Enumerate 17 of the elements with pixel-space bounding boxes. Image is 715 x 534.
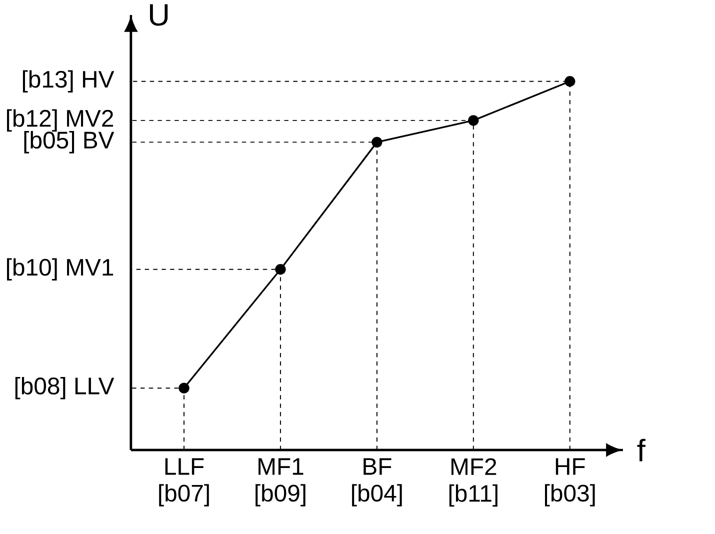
x-tick-label: MF1 [b09] — [256, 458, 306, 506]
text: [b05] BV — [24, 131, 114, 154]
point — [372, 136, 382, 148]
x-tick-label: LLF [b07] — [159, 458, 209, 506]
x-tick-label: HF [b03] — [545, 458, 595, 506]
text: [b10] MV1 — [7, 258, 114, 281]
text: [b08] LLV — [15, 376, 114, 400]
point — [468, 115, 479, 126]
y-axis-title: U — [150, 4, 168, 26]
text: [b12] MV2 — [7, 109, 114, 132]
x-tick-label: MF2 [b11] — [449, 458, 498, 507]
x-axis-title: f — [637, 438, 646, 462]
point — [564, 76, 576, 87]
point — [275, 264, 286, 275]
x-tick-label: BF [b04] — [352, 458, 402, 506]
text: [b13] HV — [22, 70, 114, 92]
point — [178, 382, 190, 394]
